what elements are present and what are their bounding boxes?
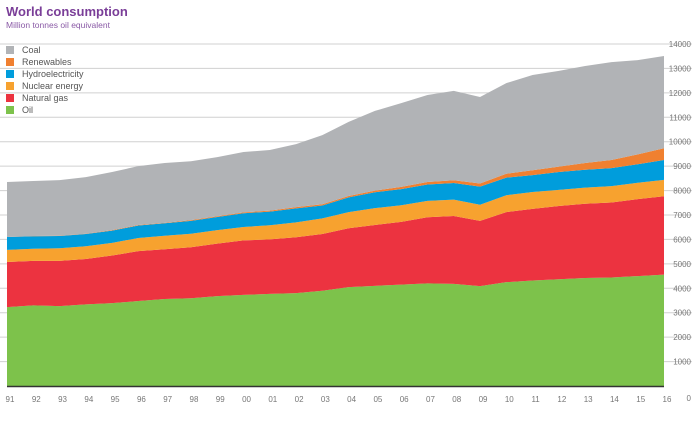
x-tick-label: 04 [347,395,356,404]
chart-subtitle: Million tonnes oil equivalent [6,20,110,30]
legend-swatch [6,58,14,66]
x-tick-label: 92 [32,395,41,404]
y-tick-label: 13000 [669,64,692,73]
legend-item: Coal [6,44,84,56]
x-tick-label: 98 [190,395,199,404]
legend-label: Hydroelectricity [22,69,84,79]
legend-swatch [6,82,14,90]
x-tick-label: 06 [400,395,409,404]
y-tick-label: 9000 [673,162,691,171]
area-nuclear-energy [7,179,664,263]
x-tick-label: 11 [531,395,540,404]
legend-item: Natural gas [6,92,84,104]
legend: Coal Renewables Hydroelectricity Nuclear en… [6,44,84,116]
legend-swatch [6,106,14,114]
area-oil [7,274,664,386]
x-tick-label: 97 [163,395,172,404]
x-tick-label: 15 [636,395,645,404]
y-tick-label: 4000 [673,284,691,293]
y-tick-label: 7000 [673,211,691,220]
x-tick-label: 91 [6,395,15,404]
y-tick-label: 0 [687,394,692,403]
x-tick-label: 05 [373,395,382,404]
y-tick-label: 10000 [669,138,692,147]
x-tick-label: 09 [479,395,488,404]
legend-label: Renewables [22,57,72,67]
x-tick-label: 03 [321,395,330,404]
y-tick-label: 6000 [673,235,691,244]
legend-swatch [6,70,14,78]
x-tick-label: 01 [268,395,277,404]
chart-title: World consumption [6,4,128,19]
y-tick-label: 1000 [673,358,691,367]
legend-label: Nuclear energy [22,81,84,91]
y-tick-label: 11000 [669,113,691,122]
x-tick-label: 13 [584,395,593,404]
y-tick-label: 5000 [673,260,691,269]
x-tick-label: 93 [58,395,67,404]
y-tick-label: 3000 [673,309,691,318]
y-tick-label: 8000 [673,187,691,196]
x-tick-label: 10 [505,395,514,404]
x-tick-label: 96 [137,395,146,404]
area-hydroelectricity [7,160,664,250]
y-tick-label: 2000 [673,333,691,342]
x-tick-label: 08 [452,395,461,404]
x-tick-label: 12 [557,395,566,404]
x-tick-label: 95 [111,395,120,404]
x-tick-label: 16 [663,395,672,404]
y-tick-label: 14000 [669,40,692,49]
legend-label: Oil [22,105,33,115]
x-tick-label: 00 [242,395,251,404]
x-tick-label: 94 [84,395,93,404]
legend-label: Coal [22,45,41,55]
area-coal [7,55,664,237]
legend-item: Oil [6,104,84,116]
x-tick-label: 07 [426,395,435,404]
legend-swatch [6,94,14,102]
legend-item: Nuclear energy [6,80,84,92]
legend-label: Natural gas [22,93,69,103]
area-natural-gas [7,196,664,308]
x-tick-label: 14 [610,395,619,404]
x-tick-label: 02 [295,395,304,404]
y-tick-label: 12000 [669,89,692,98]
legend-item: Hydroelectricity [6,68,84,80]
x-tick-label: 99 [216,395,225,404]
legend-swatch [6,46,14,54]
legend-item: Renewables [6,56,84,68]
